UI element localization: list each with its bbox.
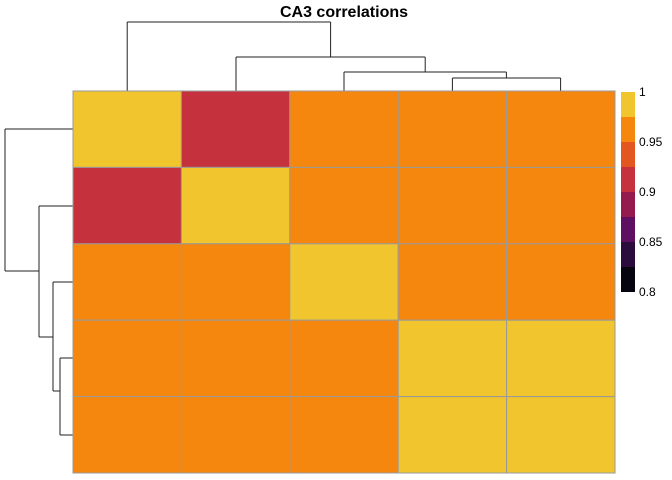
heatmap-cell xyxy=(180,166,291,245)
legend-tick-label: 1 xyxy=(639,85,646,99)
legend-swatch xyxy=(621,92,635,117)
heatmap-cell xyxy=(72,90,182,168)
heatmap-cell xyxy=(72,396,182,474)
heatmap-cell xyxy=(397,243,508,321)
legend-tick-label: 0.8 xyxy=(639,285,656,299)
heatmap-cell xyxy=(180,243,291,321)
heatmap-cell xyxy=(506,319,616,398)
legend-swatch xyxy=(621,167,635,192)
legend-tick-label: 0.9 xyxy=(639,185,656,199)
legend-tick-label: 0.95 xyxy=(639,135,663,149)
heatmap-cell xyxy=(506,243,616,321)
heatmap-cells xyxy=(72,90,616,474)
heatmap-cell xyxy=(72,166,182,245)
legend-swatch xyxy=(621,217,635,242)
legend-swatch xyxy=(621,267,635,292)
heatmap-cell xyxy=(506,166,616,245)
legend-swatch xyxy=(621,242,635,267)
heatmap-cell xyxy=(397,90,508,168)
heatmap-cell xyxy=(289,396,399,474)
heatmap-cell xyxy=(180,319,291,398)
heatmap-cell xyxy=(397,396,508,474)
heatmap-cell xyxy=(72,319,182,398)
heatmap-cell xyxy=(289,90,399,168)
chart-title: CA3 correlations xyxy=(280,4,408,21)
heatmap-cell xyxy=(72,243,182,321)
color-legend: 1 0.95 0.9 0.85 0.8 xyxy=(621,85,663,299)
heatmap-cell xyxy=(289,319,399,398)
heatmap-cell xyxy=(506,396,616,474)
legend-swatch xyxy=(621,142,635,167)
heatmap-cell xyxy=(180,396,291,474)
legend-tick-label: 0.85 xyxy=(639,235,663,249)
heatmap-cell xyxy=(180,90,291,168)
column-dendrogram xyxy=(126,21,562,91)
heatmap-cell xyxy=(289,166,399,245)
heatmap-cell xyxy=(289,243,399,321)
row-dendrogram xyxy=(4,128,73,436)
heatmap-cell xyxy=(506,90,616,168)
legend-swatch xyxy=(621,117,635,142)
heatmap-cell xyxy=(397,166,508,245)
legend-swatch xyxy=(621,192,635,217)
heatmap-cell xyxy=(397,319,508,398)
